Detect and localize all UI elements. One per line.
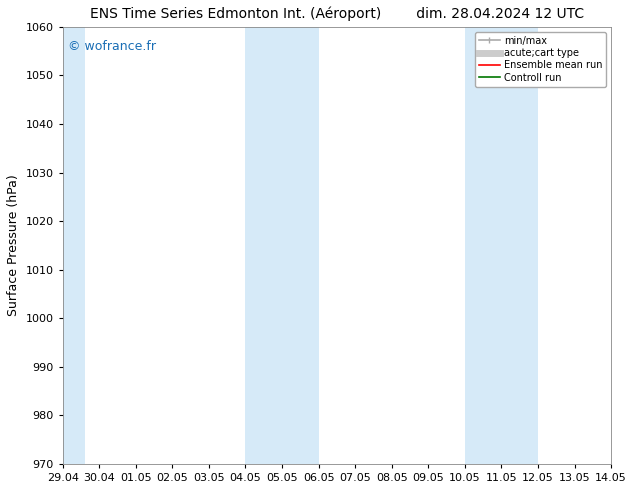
Text: © wofrance.fr: © wofrance.fr — [68, 40, 156, 53]
Title: ENS Time Series Edmonton Int. (Aéroport)        dim. 28.04.2024 12 UTC: ENS Time Series Edmonton Int. (Aéroport)… — [90, 7, 584, 22]
Bar — [63, 27, 84, 464]
Bar — [245, 27, 319, 464]
Y-axis label: Surface Pressure (hPa): Surface Pressure (hPa) — [7, 174, 20, 316]
Bar — [465, 27, 538, 464]
Legend: min/max, acute;cart type, Ensemble mean run, Controll run: min/max, acute;cart type, Ensemble mean … — [475, 32, 606, 87]
